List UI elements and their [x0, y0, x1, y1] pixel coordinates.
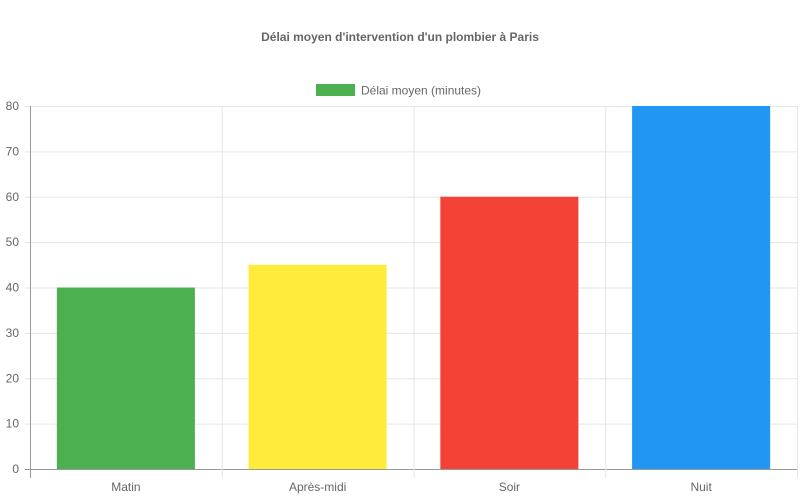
y-tick-label: 80	[6, 99, 20, 113]
y-tick-label: 50	[6, 235, 20, 249]
y-tick-label: 70	[6, 144, 20, 158]
x-axis-ticks: Matin Après-midi Soir Nuit	[111, 480, 712, 494]
y-tick-label: 10	[6, 417, 20, 431]
x-tick-label: Nuit	[690, 480, 712, 494]
bar-apr-s-midi[interactable]	[248, 264, 387, 469]
legend-label: Délai moyen (minutes)	[361, 84, 481, 98]
y-tick-label: 30	[6, 326, 20, 340]
x-tick-label: Soir	[499, 480, 520, 494]
x-tick-label: Après-midi	[289, 480, 346, 494]
legend-swatch	[316, 84, 355, 96]
legend[interactable]: Délai moyen (minutes)	[316, 84, 481, 98]
bars	[56, 106, 771, 470]
y-tick-label: 60	[6, 190, 20, 204]
bar-matin[interactable]	[56, 287, 195, 470]
bar-nuit[interactable]	[632, 106, 771, 469]
y-tick-label: 0	[12, 462, 19, 476]
chart-title: Délai moyen d'intervention d'un plombier…	[261, 30, 539, 44]
y-tick-label: 20	[6, 371, 20, 385]
y-tick-label: 40	[6, 281, 20, 295]
bar-soir[interactable]	[440, 196, 579, 469]
x-tick-label: Matin	[111, 480, 140, 494]
y-axis-ticks: 0 10 20 30 40 50 60 70 80	[6, 99, 20, 476]
